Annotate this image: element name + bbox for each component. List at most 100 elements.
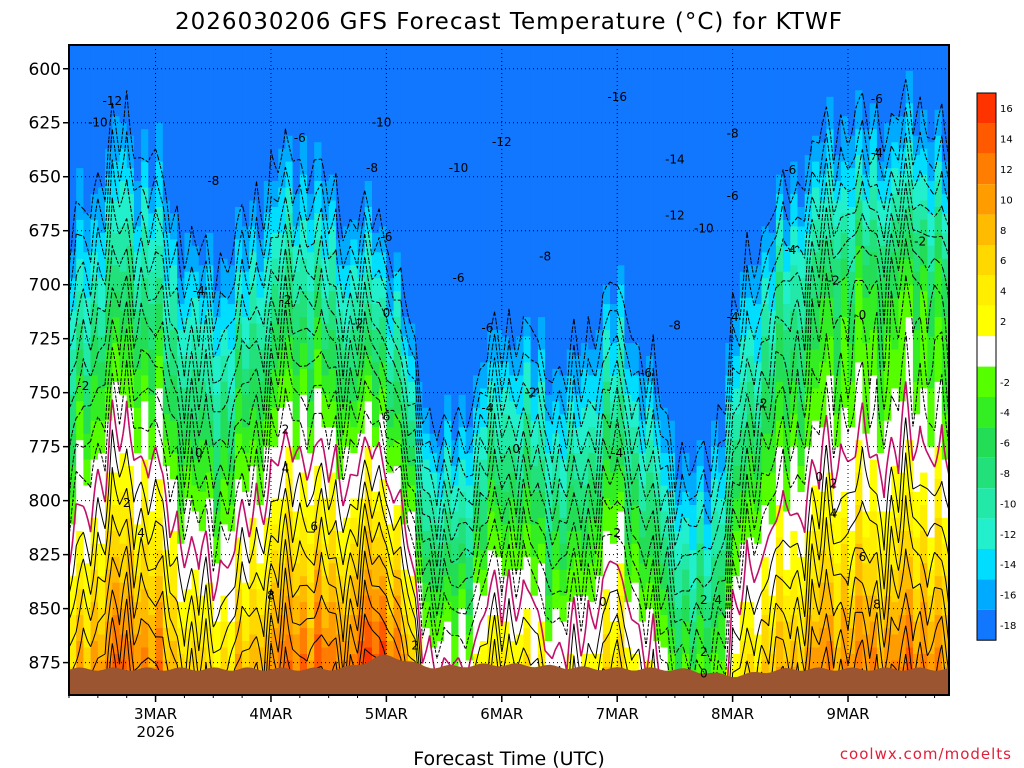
temperature-cell (314, 265, 322, 292)
temperature-cell (920, 505, 928, 532)
temperature-cell (920, 265, 928, 292)
temperature-cell (898, 498, 907, 532)
temperature-cell (400, 492, 409, 525)
temperature-cell (855, 362, 863, 441)
temperature-cell (451, 537, 460, 564)
temperature-cell (444, 543, 452, 577)
temperature-cell (321, 628, 330, 649)
temperature-cell (112, 615, 121, 655)
temperature-cell (335, 556, 344, 577)
temperature-cell (191, 245, 200, 273)
contour-label: -4 (727, 310, 739, 324)
temperature-cell (573, 394, 582, 428)
temperature-cell (905, 530, 914, 558)
temperature-cell (379, 297, 387, 318)
temperature-cell (263, 517, 272, 571)
temperature-cell (516, 414, 524, 448)
temperature-cell (725, 343, 734, 376)
temperature-cell (768, 401, 777, 435)
temperature-cell (393, 595, 402, 629)
temperature-cell (278, 589, 286, 616)
temperature-cell (530, 420, 539, 448)
temperature-cell (285, 252, 294, 299)
temperature-cell (819, 174, 827, 202)
temperature-cell (624, 511, 633, 545)
temperature-cell (790, 161, 799, 195)
temperature-cell (314, 213, 322, 240)
temperature-cell (732, 576, 741, 655)
x-tick-label: 7MAR (596, 705, 639, 723)
temperature-cell (357, 433, 366, 500)
temperature-cell (458, 459, 467, 493)
temperature-cell (884, 271, 892, 299)
temperature-cell (876, 200, 885, 227)
temperature-cell (307, 291, 315, 338)
temperature-cell (429, 45, 438, 435)
contour-label: -12 (102, 94, 122, 108)
temperature-cell (595, 368, 604, 415)
temperature-cell (848, 427, 856, 532)
temperature-cell (804, 563, 813, 590)
temperature-cell (415, 446, 423, 474)
temperature-cell (343, 641, 351, 661)
temperature-cell (494, 556, 503, 616)
temperature-cell (790, 194, 799, 227)
temperature-cell (97, 420, 106, 454)
temperature-cell (350, 498, 359, 519)
temperature-cell (739, 381, 748, 428)
temperature-cell (812, 252, 820, 299)
temperature-cell (162, 200, 171, 234)
temperature-cell (335, 576, 344, 603)
temperature-cell (105, 174, 113, 202)
temperature-cell (357, 45, 366, 227)
temperature-cell (855, 245, 863, 279)
y-tick-label: 650 (29, 168, 61, 188)
temperature-cell (119, 310, 128, 338)
temperature-cell (775, 420, 784, 448)
temperature-cell (559, 45, 568, 376)
temperature-cell (191, 485, 200, 512)
credit-link[interactable]: coolwx.com/modelts (840, 745, 1012, 763)
temperature-cell (256, 349, 265, 383)
temperature-cell (400, 317, 409, 338)
temperature-cell (848, 168, 856, 208)
contour-label: -4 (193, 284, 205, 298)
temperature-cell (133, 576, 142, 603)
temperature-cell (912, 181, 921, 208)
temperature-cell (595, 472, 604, 500)
temperature-cell (364, 207, 373, 234)
temperature-cell (343, 265, 351, 299)
temperature-cell (667, 530, 676, 571)
temperature-cell (819, 427, 827, 493)
temperature-cell (696, 45, 705, 441)
colorbar-swatch (977, 214, 996, 245)
temperature-cell (90, 375, 99, 422)
temperature-cell (83, 433, 92, 461)
temperature-cell (126, 595, 135, 642)
colorbar-label: 8 (1000, 226, 1006, 237)
temperature-cell (912, 414, 921, 493)
temperature-cell (436, 472, 445, 500)
temperature-cell (941, 317, 949, 415)
temperature-cell (328, 498, 337, 532)
temperature-cell (227, 472, 236, 506)
temperature-cell (783, 621, 791, 662)
temperature-cell (905, 45, 914, 72)
temperature-cell (819, 362, 827, 428)
temperature-cell (920, 563, 928, 603)
temperature-cell (516, 550, 524, 571)
temperature-cell (444, 576, 452, 603)
temperature-cell (408, 381, 416, 402)
temperature-cell (227, 453, 236, 474)
temperature-cell (249, 368, 258, 409)
temperature-cell (689, 621, 698, 649)
temperature-cell (934, 45, 943, 111)
temperature-cell (884, 569, 892, 597)
temperature-cell (465, 45, 474, 428)
temperature-cell (747, 414, 755, 454)
temperature-cell (703, 550, 712, 577)
temperature-cell (69, 278, 77, 312)
temperature-cell (869, 103, 878, 130)
temperature-cell (97, 543, 106, 577)
temperature-cell (840, 317, 849, 409)
